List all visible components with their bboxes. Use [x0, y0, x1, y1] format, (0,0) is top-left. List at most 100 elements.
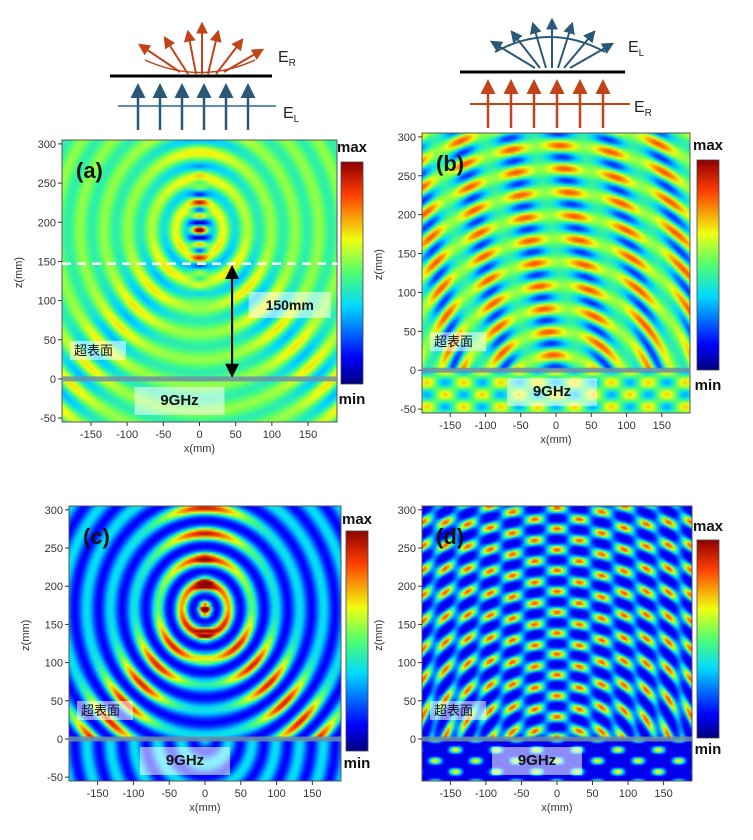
- frequency-label-box: [492, 746, 582, 775]
- y-tick-label: 200: [398, 210, 416, 222]
- surface-label-box: [430, 332, 486, 352]
- frequency-label: 9GHz: [160, 392, 198, 409]
- metasurface-strip: [69, 736, 341, 742]
- reflected-arrows-left: [138, 21, 265, 75]
- colorbar-max-label: max: [693, 137, 724, 154]
- y-tick-label: -50: [47, 772, 63, 784]
- panel-label: (d): [436, 524, 464, 549]
- y-tick-label: 0: [410, 365, 416, 377]
- surface-label: 超表面: [74, 344, 113, 359]
- incident-arrows-right: [480, 79, 611, 128]
- x-tick-label: 100: [617, 420, 635, 432]
- panel-label: (b): [436, 151, 464, 176]
- frequency-label-box: [140, 746, 230, 775]
- frequency-label: 9GHz: [518, 752, 556, 769]
- metasurface-strip: [422, 367, 690, 373]
- panel-d: -150 -100 -50 0 50 100 150 0 50 100 150 200 250 300 x(…: [373, 505, 724, 814]
- surface-label: 超表面: [434, 335, 473, 350]
- field-heatmap: [62, 140, 337, 422]
- colorbar-min-label: min: [695, 741, 722, 758]
- colorbar-min-label: min: [344, 755, 371, 772]
- panel-b: -150 -100 -50 0 50 100 150 -50 0 50 100 150 200 250 30…: [373, 132, 724, 446]
- frequency-label: 9GHz: [533, 383, 571, 400]
- x-tick-label: -100: [474, 420, 496, 432]
- x-tick-label: 50: [585, 420, 597, 432]
- x-tick-label: 0: [202, 788, 208, 800]
- x-tick-label: -150: [439, 420, 461, 432]
- colorbar-max-label: max: [342, 511, 373, 528]
- x-tick-label: 50: [586, 788, 598, 800]
- x-tick-label: 50: [235, 788, 247, 800]
- y-axis-label: z(mm): [20, 620, 32, 651]
- colorbar-min-label: min: [695, 377, 722, 394]
- y-tick-label: 300: [45, 505, 63, 517]
- y-tick-label: 300: [398, 132, 416, 144]
- x-tick-label: 150: [299, 429, 317, 441]
- colorbar: [340, 161, 364, 385]
- surface-label-box: [430, 700, 486, 720]
- x-tick-label: -50: [161, 788, 177, 800]
- y-tick-label: 0: [57, 734, 63, 746]
- surface-label: 超表面: [81, 704, 120, 719]
- x-tick-label: 0: [553, 420, 559, 432]
- reflected-arrows-right: [489, 17, 615, 69]
- x-tick-label: 0: [196, 429, 202, 441]
- distance-label-box: [248, 291, 331, 318]
- y-tick-label: -50: [40, 413, 56, 425]
- x-tick-label: 100: [619, 788, 637, 800]
- colorbar-max-label: max: [337, 139, 368, 156]
- label-e-upper-right: EL: [628, 39, 645, 59]
- x-tick-label: -150: [439, 788, 461, 800]
- y-tick-label: 150: [398, 619, 416, 631]
- x-tick-label: 100: [263, 429, 281, 441]
- distance-label: 150mm: [266, 297, 314, 313]
- panel-label: (a): [76, 158, 103, 183]
- colorbar: [696, 159, 720, 371]
- y-tick-label: 250: [398, 543, 416, 555]
- x-axis-label: x(mm): [540, 434, 571, 446]
- metasurface-strip: [62, 376, 337, 382]
- label-e-upper-left: ER: [278, 49, 296, 69]
- y-tick-label: 100: [45, 658, 63, 670]
- x-tick-label: 150: [654, 788, 672, 800]
- y-tick-label: 200: [38, 217, 56, 229]
- x-tick-label: -50: [513, 420, 529, 432]
- colorbar-min-label: min: [339, 391, 366, 408]
- y-tick-label: 300: [398, 505, 416, 517]
- y-tick-label: 100: [398, 287, 416, 299]
- y-tick-label: 300: [38, 139, 56, 151]
- y-tick-label: 0: [410, 734, 416, 746]
- x-axis-label: x(mm): [184, 443, 215, 455]
- x-tick-label: -150: [80, 429, 102, 441]
- colorbar-max-label: max: [693, 518, 724, 535]
- label-e-lower-left: EL: [283, 105, 300, 125]
- x-axis-label: x(mm): [189, 802, 220, 814]
- y-tick-label: 200: [398, 581, 416, 593]
- y-axis-label: z(mm): [373, 620, 385, 651]
- y-tick-label: 50: [404, 326, 416, 338]
- x-tick-label: -100: [122, 788, 144, 800]
- x-tick-label: -50: [155, 429, 171, 441]
- metasurface-strip: [422, 736, 692, 742]
- y-tick-label: 150: [398, 249, 416, 261]
- x-tick-label: 150: [303, 788, 321, 800]
- field-heatmap: [69, 506, 341, 781]
- y-tick-label: 100: [38, 296, 56, 308]
- x-tick-label: 100: [267, 788, 285, 800]
- panel-label: (c): [83, 524, 110, 549]
- surface-label-box: [77, 700, 133, 720]
- frequency-label-box: [507, 378, 597, 407]
- x-tick-label: -100: [116, 429, 138, 441]
- x-tick-label: 0: [554, 788, 560, 800]
- y-tick-label: 150: [45, 619, 63, 631]
- y-tick-label: 0: [50, 374, 56, 386]
- colorbar: [696, 539, 720, 739]
- field-heatmap: [422, 133, 690, 413]
- x-tick-label: -100: [475, 788, 497, 800]
- schematic-left: ER EL: [110, 21, 300, 130]
- y-axis-label: z(mm): [373, 249, 385, 280]
- y-tick-label: 200: [45, 581, 63, 593]
- surface-label-box: [70, 340, 126, 360]
- y-tick-label: 150: [38, 256, 56, 268]
- field-heatmap: [422, 506, 692, 781]
